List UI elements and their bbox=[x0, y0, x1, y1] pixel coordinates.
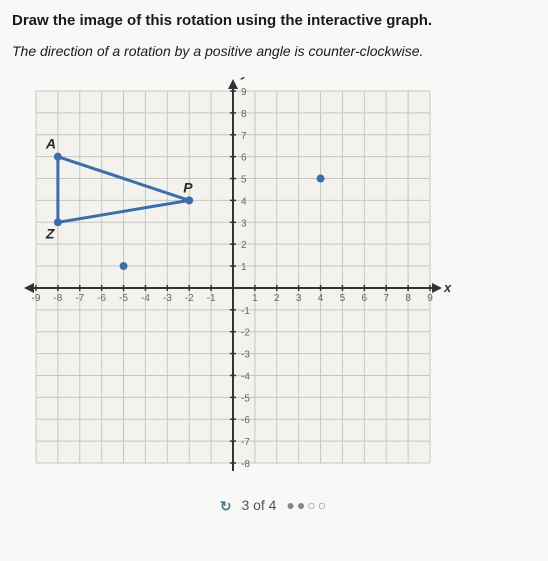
svg-text:3: 3 bbox=[241, 218, 247, 229]
svg-text:-4: -4 bbox=[141, 293, 150, 304]
svg-text:6: 6 bbox=[241, 153, 247, 164]
refresh-icon[interactable]: ↻ bbox=[220, 498, 232, 515]
graph-canvas[interactable]: -9-8-7-6-5-4-3-2-1123456789-8-7-6-5-4-3-… bbox=[16, 77, 456, 477]
hint-text: The direction of a rotation by a positiv… bbox=[12, 43, 536, 59]
svg-text:7: 7 bbox=[241, 131, 247, 142]
svg-text:9: 9 bbox=[241, 87, 247, 98]
interactive-graph[interactable]: -9-8-7-6-5-4-3-2-1123456789-8-7-6-5-4-3-… bbox=[16, 77, 456, 477]
svg-text:8: 8 bbox=[241, 109, 247, 120]
svg-text:-2: -2 bbox=[241, 328, 250, 339]
x-axis-label: x bbox=[443, 280, 452, 295]
y-axis-label: y bbox=[240, 77, 249, 80]
svg-text:-6: -6 bbox=[241, 415, 250, 426]
svg-text:-7: -7 bbox=[75, 293, 84, 304]
svg-text:8: 8 bbox=[405, 293, 411, 304]
svg-text:-1: -1 bbox=[241, 306, 250, 317]
svg-text:2: 2 bbox=[274, 293, 280, 304]
svg-text:2: 2 bbox=[241, 240, 247, 251]
svg-text:-3: -3 bbox=[163, 293, 172, 304]
svg-text:7: 7 bbox=[383, 293, 389, 304]
svg-text:-8: -8 bbox=[241, 459, 250, 470]
pager-text: 3 of 4 bbox=[241, 497, 276, 513]
vertex-label-A: A bbox=[45, 136, 56, 152]
pager-dots: ●●○○ bbox=[286, 497, 328, 513]
vertex-label-Z: Z bbox=[45, 225, 55, 241]
svg-text:1: 1 bbox=[241, 262, 247, 273]
instruction-text: Draw the image of this rotation using th… bbox=[12, 12, 536, 29]
vertex-P[interactable] bbox=[185, 196, 193, 204]
loose-point-1[interactable] bbox=[317, 175, 325, 183]
svg-text:4: 4 bbox=[318, 293, 324, 304]
svg-text:4: 4 bbox=[241, 196, 247, 207]
svg-text:-2: -2 bbox=[185, 293, 194, 304]
svg-text:3: 3 bbox=[296, 293, 302, 304]
svg-text:-8: -8 bbox=[53, 293, 62, 304]
vertex-label-P: P bbox=[183, 179, 193, 195]
vertex-A[interactable] bbox=[54, 153, 62, 161]
svg-text:-5: -5 bbox=[241, 393, 250, 404]
svg-text:9: 9 bbox=[427, 293, 433, 304]
svg-text:5: 5 bbox=[340, 293, 346, 304]
svg-text:-6: -6 bbox=[97, 293, 106, 304]
svg-text:-1: -1 bbox=[207, 293, 216, 304]
svg-text:6: 6 bbox=[362, 293, 368, 304]
pager: ↻ 3 of 4 ●●○○ bbox=[12, 497, 536, 515]
vertex-Z[interactable] bbox=[54, 218, 62, 226]
svg-text:1: 1 bbox=[252, 293, 258, 304]
svg-text:-5: -5 bbox=[119, 293, 128, 304]
svg-text:5: 5 bbox=[241, 175, 247, 186]
svg-text:-3: -3 bbox=[241, 350, 250, 361]
svg-text:-4: -4 bbox=[241, 371, 250, 382]
svg-text:-7: -7 bbox=[241, 437, 250, 448]
loose-point-0[interactable] bbox=[120, 262, 128, 270]
svg-text:-9: -9 bbox=[32, 293, 41, 304]
